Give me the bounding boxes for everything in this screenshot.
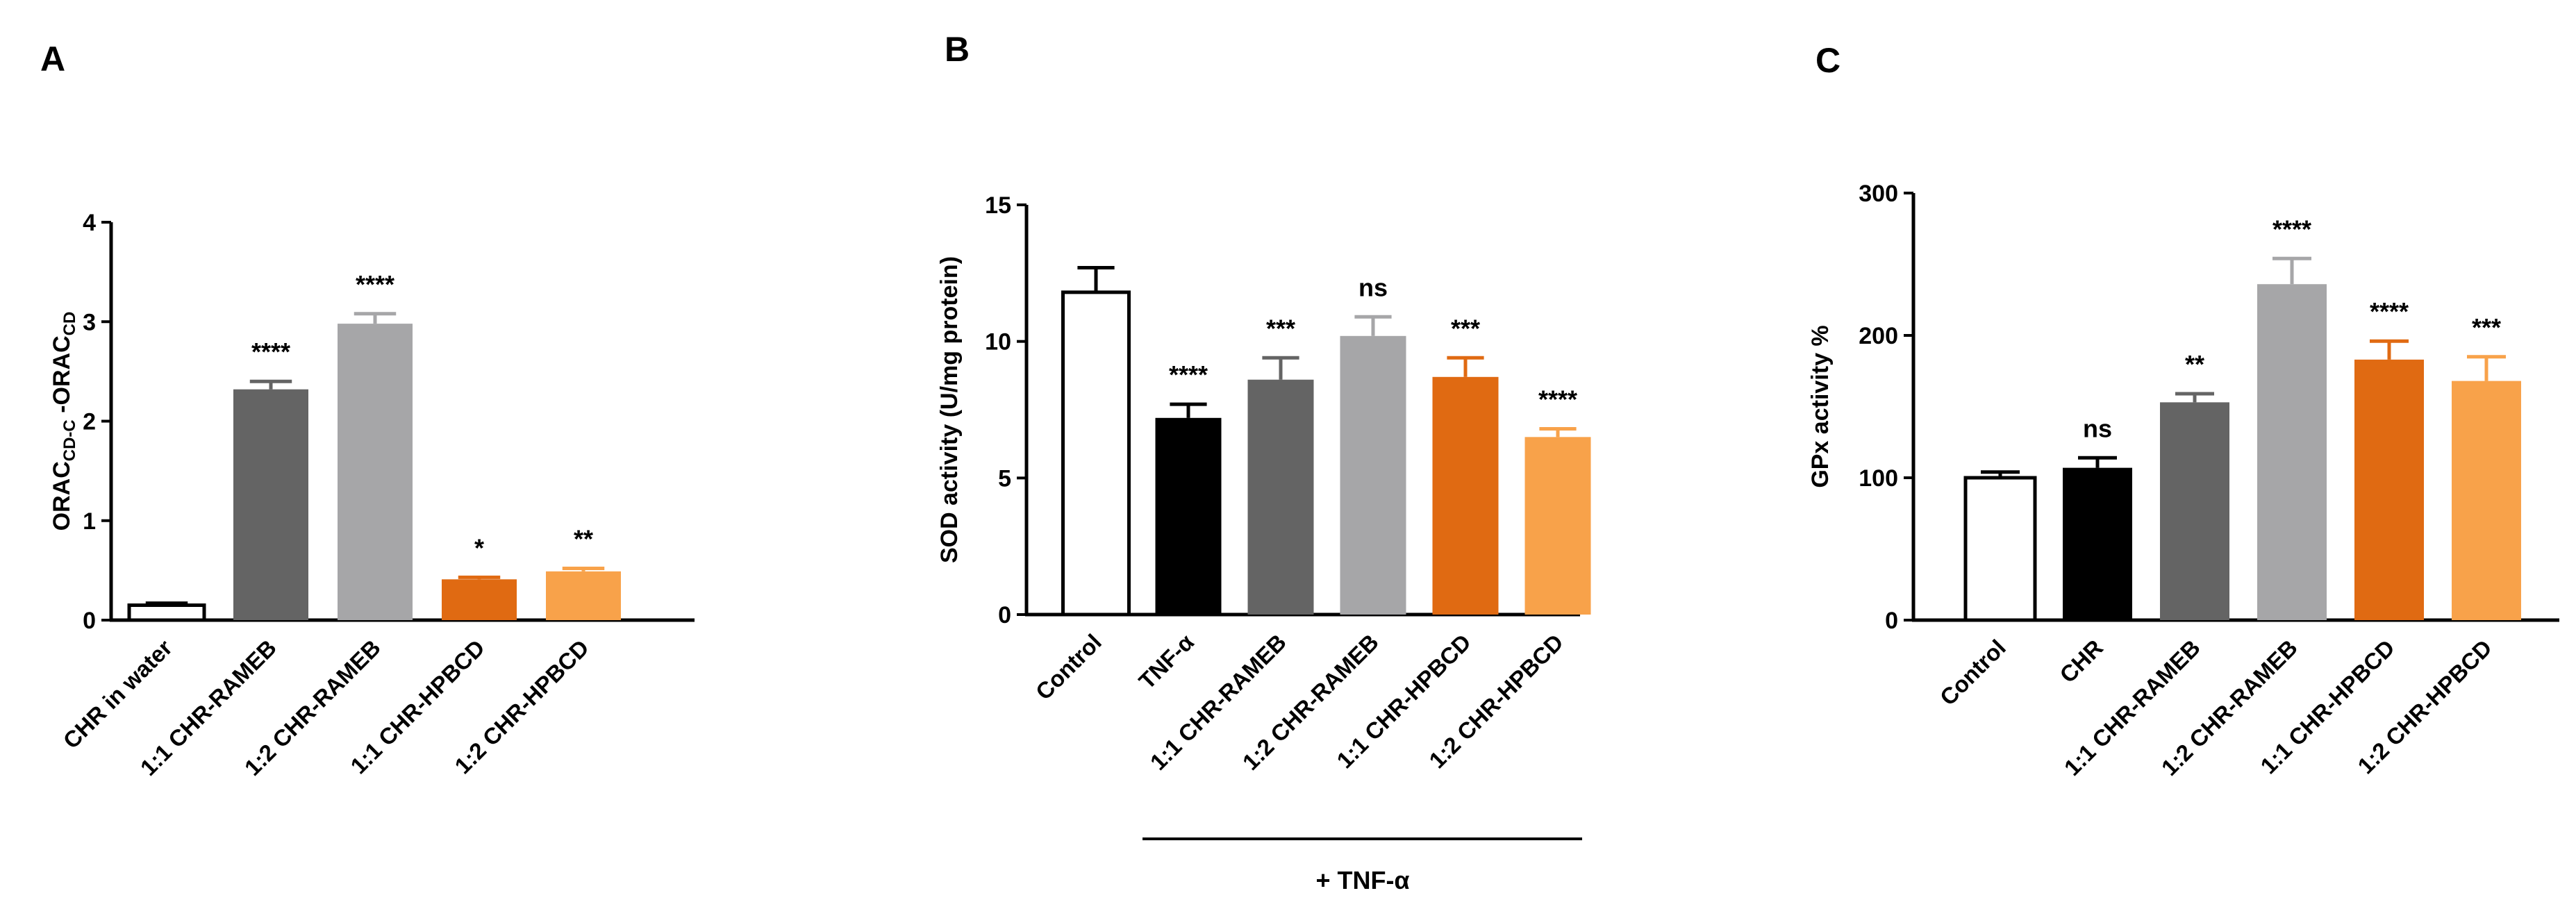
panel-a-y-tick-label: 1 (83, 508, 96, 535)
panel-c-letter: C (1815, 41, 1840, 80)
panel-c-significance-label: **** (2272, 215, 2311, 243)
panel-c-bar (1963, 476, 2037, 622)
panel-c-bar (2354, 359, 2424, 620)
panel-b-bar (1524, 437, 1591, 615)
panel-a-significance-label: **** (251, 337, 290, 366)
panel-b-y-tick-label: 10 (985, 329, 1011, 356)
panel-c-y-tick-label: 200 (1859, 323, 1898, 349)
panel-c-significance-label: ** (2185, 350, 2204, 378)
panel-a-bar (338, 324, 413, 620)
panel-c-y-tick-label: 300 (1859, 181, 1898, 207)
panel-b-significance-label: ns (1358, 273, 1388, 301)
panel-b-significance-label: *** (1451, 314, 1480, 342)
panel-b-significance-label: *** (1266, 314, 1295, 342)
panel-b-y-axis-label: SOD activity (U/mg protein) (936, 256, 963, 563)
panel-a-significance-label: * (474, 533, 484, 562)
panel-a-category-label: CHR in water (58, 635, 177, 753)
panel-a-bar (233, 389, 308, 620)
panel-c-bar (2063, 467, 2132, 620)
panel-a-y-tick-label: 0 (83, 608, 96, 634)
panel-a-y-tick-label: 4 (83, 210, 96, 236)
panel-b-y-tick-label: 15 (985, 192, 1011, 219)
panel-a-y-axis-label-part: CD-C (60, 419, 79, 461)
panel-a-y-tick-label: 3 (83, 309, 96, 335)
panel-b-chart: 0 5 10 15 SOD activity (U/mg protein) Control… (936, 192, 1591, 894)
panel-a-bar (127, 603, 206, 622)
panel-b-y-tick-label: 0 (998, 602, 1011, 628)
panel-a-bar (442, 579, 517, 620)
panel-b-bar (1155, 417, 1222, 615)
panel-a-significance-label: ** (574, 525, 593, 553)
panel-c-y-tick-label: 100 (1859, 465, 1898, 492)
panel-b-letter: B (945, 30, 970, 69)
panel-c-significance-label: **** (2370, 297, 2409, 326)
panel-b-category-label: Control (1031, 629, 1106, 705)
panel-a-y-axis-label-part: CD (60, 312, 79, 336)
panel-c-category-label: Control (1935, 635, 2011, 710)
panel-b-significance-label: **** (1169, 360, 1208, 389)
panel-c-category-label: CHR (2054, 635, 2108, 688)
panel-b-bar (1247, 379, 1314, 615)
panel-a-letter: A (40, 40, 65, 78)
panel-c-significance-label: *** (2472, 313, 2501, 342)
panel-a-y-axis-label-part: -ORAC (49, 335, 75, 419)
panel-a-y-tick-label: 2 (83, 409, 96, 435)
panel-b-category-label: TNF-α (1133, 629, 1199, 694)
panel-b-bar (1340, 335, 1406, 615)
panel-a-y-axis-label-part: ORAC (49, 461, 75, 531)
panel-c-bar (2160, 402, 2229, 620)
panel-b-significance-label: **** (1538, 385, 1577, 414)
panel-a-significance-label: **** (356, 270, 394, 299)
panel-a-bar (546, 571, 621, 620)
panel-b-bar (1061, 290, 1131, 617)
panel-b-bar (1432, 376, 1499, 615)
panel-c-significance-label: ns (2083, 414, 2112, 442)
panel-c-y-tick-label: 0 (1885, 608, 1898, 634)
panel-b-y-tick-label: 5 (998, 465, 1011, 492)
panel-c-bar (2452, 381, 2521, 620)
panel-c-y-axis-label: GPx activity % (1807, 325, 1834, 487)
panel-b-bracket-label: + TNF-α (1315, 866, 1409, 894)
panel-c-bar (2257, 284, 2327, 620)
panel-a-y-axis-label: ORACCD-C -ORACCD (49, 312, 79, 531)
